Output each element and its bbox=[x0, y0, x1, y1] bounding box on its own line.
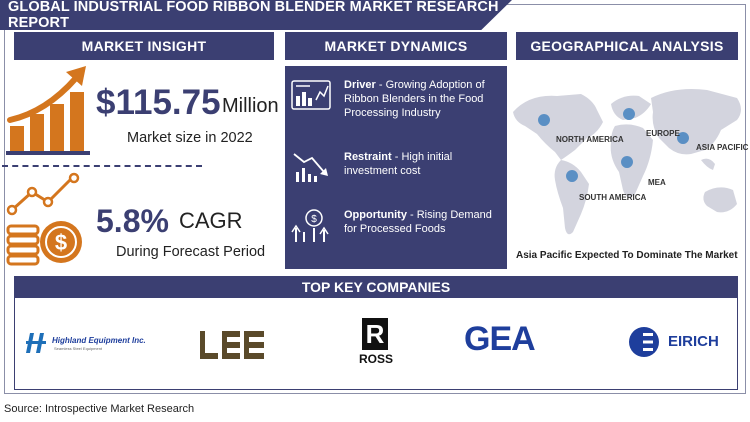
companies-panel bbox=[14, 298, 738, 390]
driver-text: Driver - Growing Adoption of Ribbon Blen… bbox=[344, 78, 499, 120]
geographical-analysis-header: GEOGRAPHICAL ANALYSIS bbox=[516, 32, 738, 60]
driver-description: - Growing Adoption of Ribbon Blenders in… bbox=[344, 79, 485, 119]
lee-logo bbox=[200, 331, 264, 359]
market-size-unit: Million bbox=[222, 95, 279, 117]
region-mea: MEA bbox=[648, 178, 666, 187]
restraint-label: Restraint bbox=[344, 151, 392, 163]
geo-dominance-note: Asia Pacific Expected To Dominate The Ma… bbox=[516, 250, 738, 261]
divider bbox=[2, 165, 202, 167]
top-key-companies-title: TOP KEY COMPANIES bbox=[301, 279, 451, 295]
region-asia-pacific: ASIA PACIFIC bbox=[696, 143, 749, 152]
region-europe: EUROPE bbox=[646, 129, 680, 138]
declining-chart-icon bbox=[293, 153, 328, 182]
source-note: Source: Introspective Market Research bbox=[4, 403, 195, 415]
cagr-value: 5.8% bbox=[96, 203, 169, 239]
market-size-label: Market size in 2022 bbox=[127, 130, 253, 146]
ross-logo-text: ROSS bbox=[359, 352, 394, 366]
ross-logo-mark: R bbox=[366, 319, 385, 349]
gea-logo: GEA bbox=[464, 320, 536, 358]
restraint-item: Restraint - High initial investment cost bbox=[285, 150, 507, 186]
geographical-analysis-title: GEOGRAPHICAL ANALYSIS bbox=[530, 38, 724, 54]
restraint-description: - High initial investment cost bbox=[344, 151, 453, 177]
market-insight-title: MARKET INSIGHT bbox=[81, 38, 207, 54]
opportunity-item: $ Opportunity - Rising Demand for Proces… bbox=[285, 208, 507, 244]
coins-growth-icon: $ bbox=[6, 172, 82, 266]
svg-text:$: $ bbox=[55, 230, 67, 255]
svg-text:$: $ bbox=[311, 214, 317, 225]
eirich-logo-text: EIRICH bbox=[668, 333, 719, 350]
opportunity-label: Opportunity bbox=[344, 209, 407, 221]
highland-logo-subtext: Seamless Steel Equipment bbox=[54, 346, 103, 351]
market-insight-header: MARKET INSIGHT bbox=[14, 32, 274, 60]
market-dynamics-header: MARKET DYNAMICS bbox=[285, 32, 507, 60]
growth-coin-icon: $ bbox=[291, 209, 329, 242]
chart-report-icon bbox=[291, 80, 331, 110]
driver-item: Driver - Growing Adoption of Ribbon Blen… bbox=[285, 78, 507, 120]
region-south-america: SOUTH AMERICA bbox=[579, 193, 647, 202]
region-north-america: NORTH AMERICA bbox=[556, 135, 624, 144]
page-title: GLOBAL INDUSTRIAL FOOD RIBBON BLENDER MA… bbox=[8, 0, 499, 31]
cagr-period: During Forecast Period bbox=[116, 244, 266, 260]
world-map bbox=[513, 89, 741, 235]
driver-label: Driver bbox=[344, 79, 376, 91]
eirich-logo-icon bbox=[629, 327, 659, 357]
highland-logo-icon bbox=[26, 333, 46, 353]
highland-logo-text: Highland Equipment Inc. bbox=[52, 336, 146, 345]
opportunity-text: Opportunity - Rising Demand for Processe… bbox=[344, 208, 499, 236]
opportunity-description: - Rising Demand for Processed Foods bbox=[344, 209, 492, 235]
cagr-label: CAGR bbox=[179, 208, 243, 233]
market-dynamics-title: MARKET DYNAMICS bbox=[324, 38, 468, 54]
market-size-value: $115.75 bbox=[96, 83, 221, 122]
top-key-companies-header: TOP KEY COMPANIES bbox=[14, 276, 738, 298]
market-dynamics-panel: Driver - Growing Adoption of Ribbon Blen… bbox=[285, 66, 507, 269]
growth-chart-icon bbox=[6, 66, 90, 155]
restraint-text: Restraint - High initial investment cost bbox=[344, 150, 499, 178]
title-bar: GLOBAL INDUSTRIAL FOOD RIBBON BLENDER MA… bbox=[0, 0, 512, 30]
ross-logo-icon: R bbox=[362, 318, 388, 350]
